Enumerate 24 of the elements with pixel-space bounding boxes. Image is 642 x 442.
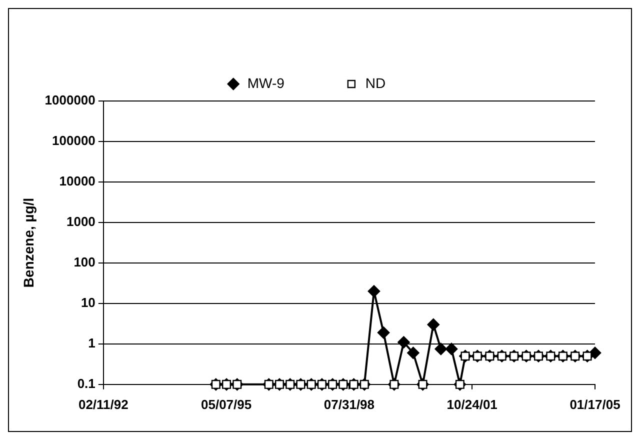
point bbox=[589, 346, 601, 359]
point bbox=[446, 342, 458, 355]
y-tick-label: 0.1 bbox=[77, 376, 96, 391]
y-tick-label: 10000 bbox=[59, 174, 96, 189]
point bbox=[434, 342, 447, 355]
point bbox=[398, 336, 410, 348]
legend-label: MW-9 bbox=[247, 74, 285, 91]
y-axis-title: Benzene, µg/l bbox=[20, 198, 36, 288]
point bbox=[368, 285, 380, 298]
x-tick-label: 02/11/92 bbox=[78, 396, 128, 412]
y-tick-label: 100 bbox=[74, 254, 96, 270]
y-tick-label: 1000 bbox=[66, 214, 96, 230]
y-tick-label: 100000 bbox=[52, 133, 96, 148]
point bbox=[378, 326, 390, 339]
y-tick-label: 10 bbox=[80, 295, 96, 310]
point bbox=[407, 346, 420, 359]
y-tick-label: 1000000 bbox=[44, 92, 96, 108]
point bbox=[427, 318, 440, 331]
legend-label: ND bbox=[365, 74, 386, 91]
x-tick-label: 05/07/95 bbox=[201, 396, 252, 412]
x-tick-label: 07/31/98 bbox=[324, 396, 375, 412]
y-tick-label: 1 bbox=[88, 335, 96, 350]
x-tick-label: 01/17/05 bbox=[570, 396, 620, 412]
x-tick-label: 10/24/01 bbox=[446, 396, 498, 412]
